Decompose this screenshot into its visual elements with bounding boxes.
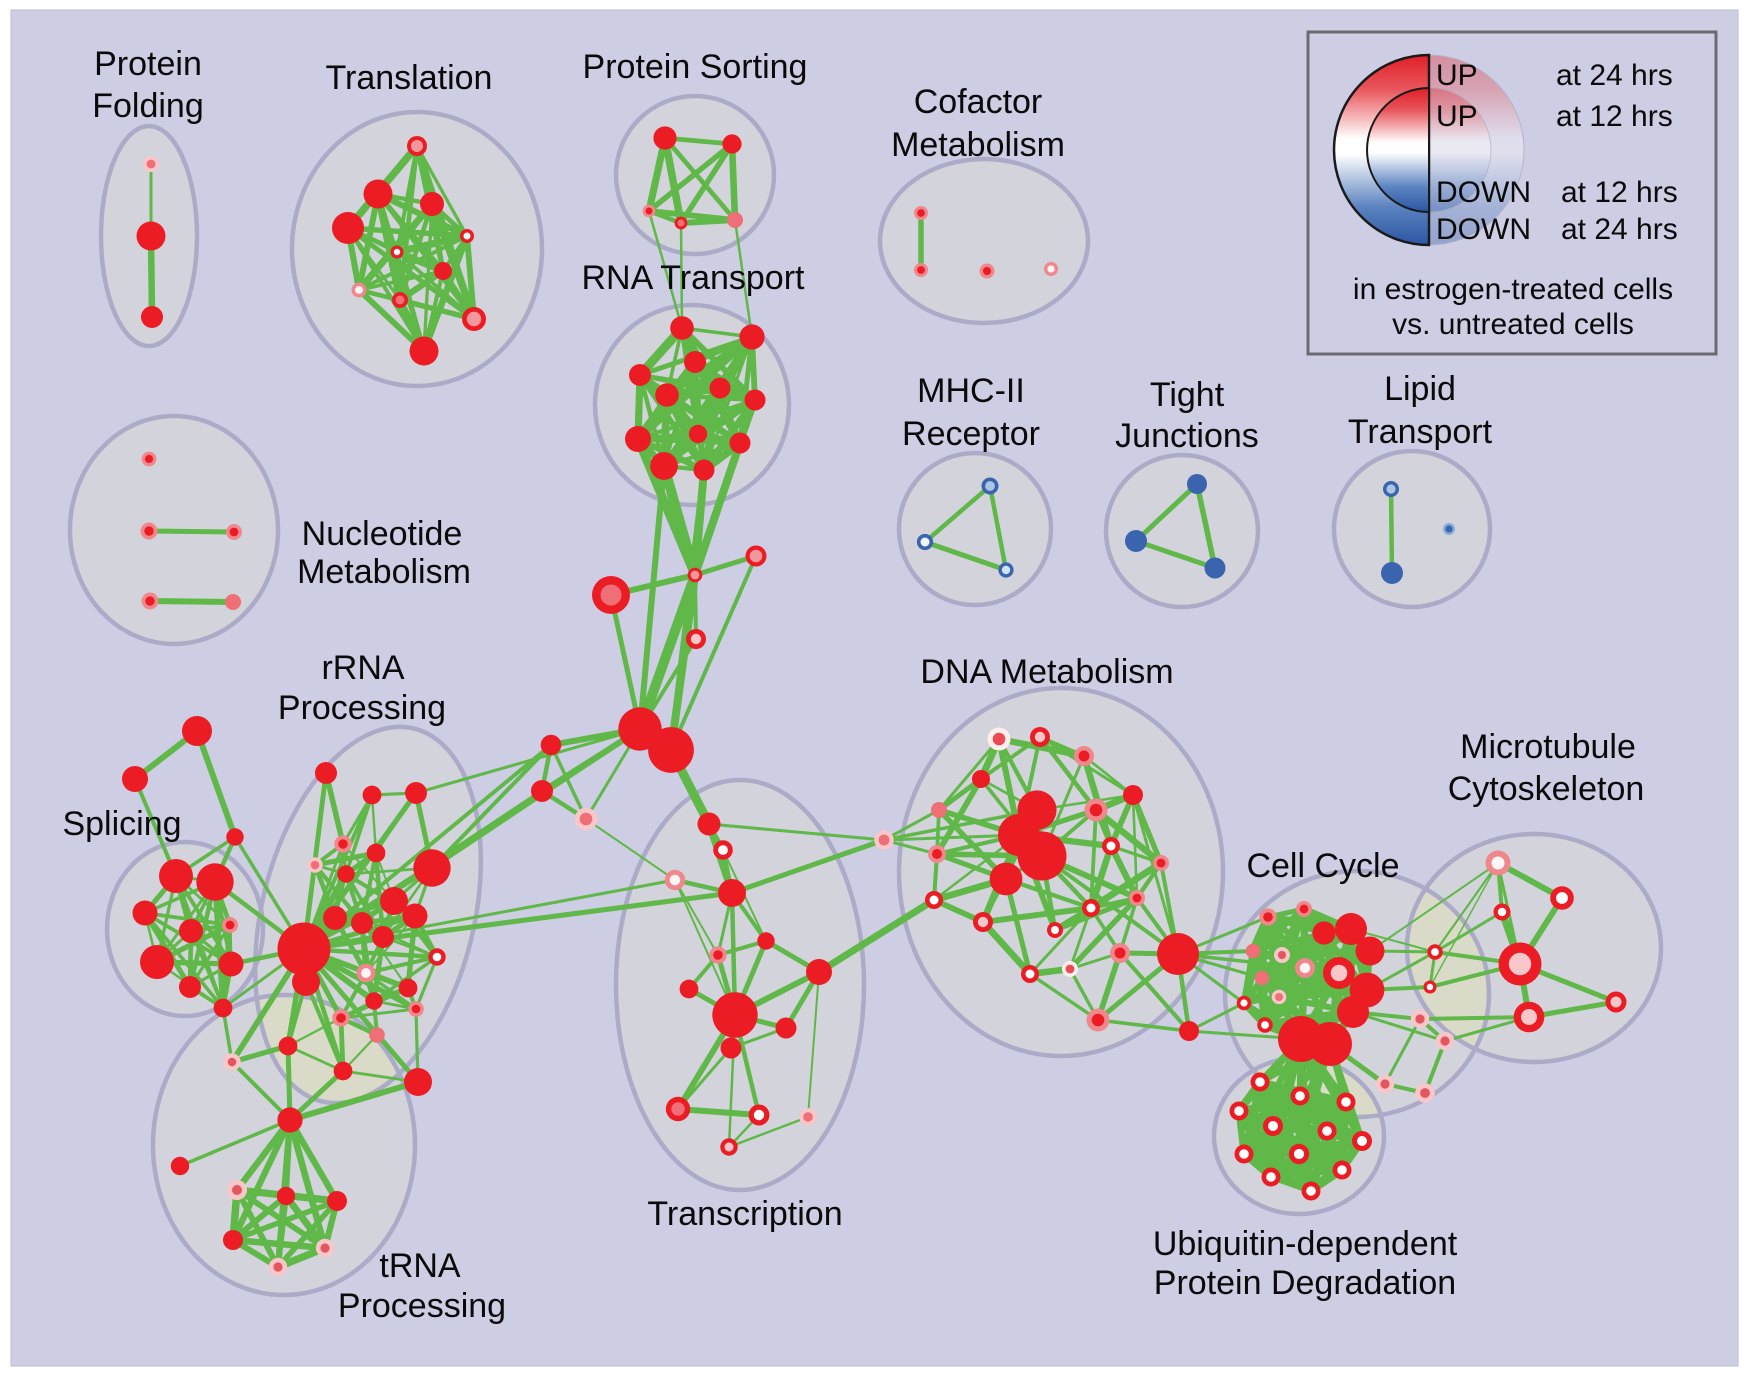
- svg-text:in estrogen-treated cells: in estrogen-treated cells: [1353, 273, 1673, 306]
- svg-text:Folding: Folding: [92, 87, 204, 125]
- svg-text:Receptor: Receptor: [902, 415, 1040, 453]
- svg-text:Metabolism: Metabolism: [891, 126, 1065, 164]
- svg-text:UP: UP: [1436, 59, 1478, 92]
- svg-text:Protein Sorting: Protein Sorting: [583, 48, 808, 86]
- svg-text:Processing: Processing: [278, 689, 446, 727]
- svg-text:MHC-II: MHC-II: [917, 372, 1025, 410]
- svg-text:DOWN: DOWN: [1436, 176, 1531, 209]
- svg-text:Junctions: Junctions: [1115, 417, 1259, 455]
- svg-text:tRNA: tRNA: [379, 1247, 461, 1285]
- svg-text:Protein: Protein: [94, 45, 202, 83]
- svg-text:Splicing: Splicing: [62, 805, 181, 843]
- svg-text:Ubiquitin-dependent: Ubiquitin-dependent: [1153, 1225, 1458, 1263]
- svg-text:Transcription: Transcription: [647, 1195, 842, 1233]
- svg-text:Translation: Translation: [326, 59, 493, 97]
- svg-text:Cell Cycle: Cell Cycle: [1246, 847, 1399, 885]
- svg-text:at 12 hrs: at 12 hrs: [1556, 100, 1673, 133]
- svg-text:at 12 hrs: at 12 hrs: [1561, 176, 1678, 209]
- svg-text:Nucleotide: Nucleotide: [302, 515, 463, 553]
- svg-text:Protein Degradation: Protein Degradation: [1154, 1264, 1456, 1302]
- svg-text:DOWN: DOWN: [1436, 213, 1531, 246]
- svg-text:at 24 hrs: at 24 hrs: [1561, 213, 1678, 246]
- svg-text:UP: UP: [1436, 100, 1478, 133]
- svg-text:Metabolism: Metabolism: [297, 553, 471, 591]
- svg-text:Transport: Transport: [1348, 413, 1493, 451]
- svg-text:Lipid: Lipid: [1384, 370, 1456, 408]
- svg-text:Processing: Processing: [338, 1287, 506, 1325]
- svg-text:at 24 hrs: at 24 hrs: [1556, 59, 1673, 92]
- svg-text:DNA Metabolism: DNA Metabolism: [920, 653, 1173, 691]
- svg-text:Cofactor: Cofactor: [914, 83, 1043, 121]
- svg-text:rRNA: rRNA: [321, 649, 404, 687]
- svg-text:vs. untreated cells: vs. untreated cells: [1392, 308, 1634, 341]
- svg-text:RNA Transport: RNA Transport: [582, 259, 806, 297]
- svg-text:Cytoskeleton: Cytoskeleton: [1448, 770, 1645, 808]
- svg-text:Microtubule: Microtubule: [1460, 728, 1636, 766]
- svg-text:Tight: Tight: [1150, 376, 1225, 414]
